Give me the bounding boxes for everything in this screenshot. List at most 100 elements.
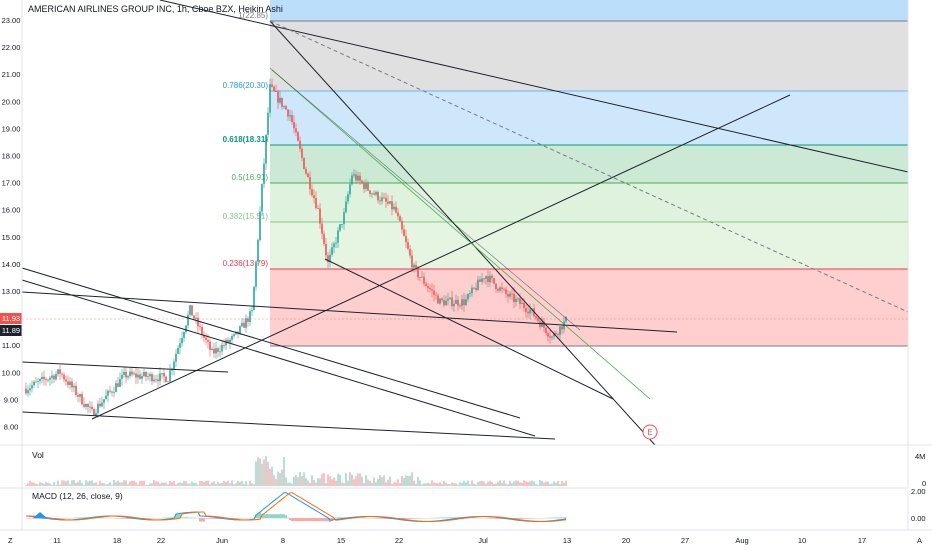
volume-bar	[87, 481, 89, 486]
volume-bar	[111, 484, 113, 486]
event-marker[interactable]: E	[642, 424, 658, 440]
trendline-long-top[interactable]	[159, 0, 909, 173]
trendline-horizontal-support[interactable]	[21, 291, 678, 333]
macd-histogram-bar	[385, 518, 387, 519]
candle-body	[209, 341, 211, 350]
candle-body	[37, 381, 39, 382]
trendlines[interactable]	[21, 0, 909, 446]
candle-body	[233, 334, 235, 337]
time-axis-corner-right[interactable]: A	[917, 536, 922, 545]
candle-body	[293, 121, 295, 129]
macd-histogram-bar	[447, 517, 449, 519]
candle-body	[241, 322, 243, 327]
candle-body	[387, 201, 389, 204]
candle-body	[167, 381, 169, 383]
volume-bar	[481, 481, 483, 486]
volume-bar	[363, 483, 365, 486]
macd-plot[interactable]	[25, 492, 567, 523]
macd-histogram-bar	[441, 517, 443, 519]
macd-histogram-bar	[477, 517, 479, 519]
volume-bar	[31, 482, 33, 486]
volume-bar	[179, 482, 181, 486]
macd-histogram-bar	[531, 518, 533, 519]
candle-body	[265, 134, 267, 164]
volume-bar	[95, 482, 97, 486]
fib-retracement[interactable]: 1(22.85) 0.786(20.30) 0.618(18.31) 0.5(1…	[223, 0, 908, 347]
fib-label-05: 0.5(16.91)	[232, 173, 269, 182]
macd-histogram-bar	[415, 518, 417, 519]
candle-body	[229, 339, 231, 343]
candle-body	[279, 97, 281, 103]
candle-body	[337, 230, 339, 243]
candle-body	[247, 318, 249, 322]
candle-body	[103, 399, 105, 403]
volume-bar	[347, 480, 349, 486]
macd-histogram-bar	[99, 517, 101, 519]
macd-histogram-bar	[527, 518, 529, 519]
candle-body	[269, 84, 271, 113]
volume-bar	[165, 482, 167, 486]
candle-body	[45, 379, 47, 381]
candle-body	[47, 379, 49, 381]
macd-histogram-bar	[165, 517, 167, 519]
candle-body	[253, 286, 255, 311]
candle-body	[219, 351, 221, 353]
candle-body	[155, 379, 157, 381]
candle-body	[469, 293, 471, 295]
candle-body	[191, 305, 193, 316]
trendline-left-a[interactable]	[21, 267, 521, 419]
volume-bars[interactable]	[25, 456, 567, 486]
candle-body	[277, 91, 279, 103]
macd-histogram-bar	[269, 514, 271, 519]
candle-body	[217, 348, 219, 352]
trendline-dashed[interactable]	[269, 20, 909, 313]
candle-body	[541, 321, 543, 327]
volume-bar	[297, 477, 299, 486]
macd-histogram-bar	[547, 517, 549, 519]
fib-zone-0236-0	[270, 269, 908, 346]
trendline-lower-channel[interactable]	[324, 258, 614, 400]
trendline-left-b[interactable]	[21, 279, 536, 437]
trendline-steep-fall[interactable]	[269, 20, 656, 446]
candle-body	[435, 294, 437, 296]
macd-histogram-bar	[199, 518, 201, 522]
candle-body	[93, 409, 95, 416]
time-axis-label: Jul	[478, 536, 488, 545]
volume-bar	[81, 483, 83, 486]
candle-body	[239, 326, 241, 334]
volume-bar	[431, 480, 433, 486]
candle-body	[525, 307, 527, 312]
candle-body	[451, 297, 453, 307]
candle-body	[455, 299, 457, 304]
price-tick-label: 21.00	[2, 70, 21, 79]
macd-histogram-bar	[183, 517, 185, 519]
trendline-rising[interactable]	[91, 94, 791, 420]
event-marker-circle[interactable]	[642, 424, 658, 440]
candle-body	[53, 375, 55, 380]
trendline-upper-channel[interactable]	[269, 67, 651, 400]
volume-bar	[325, 483, 327, 486]
volume-bar	[353, 479, 355, 486]
volume-bar	[545, 481, 547, 486]
price-axis[interactable]	[0, 0, 22, 445]
trendline-bottom[interactable]	[21, 411, 556, 440]
trendline-flat[interactable]	[21, 361, 229, 373]
candle-body	[473, 287, 475, 289]
volume-bar	[101, 483, 103, 486]
candle-body	[405, 236, 407, 243]
time-axis-corner-left[interactable]: Z	[8, 536, 13, 545]
macd-histogram-bar	[119, 518, 121, 519]
macd-histogram-bar	[443, 517, 445, 519]
volume-bar	[135, 482, 137, 486]
volume-bar	[115, 482, 117, 486]
candle-body	[213, 348, 215, 354]
volume-bar	[233, 484, 235, 486]
volume-bar	[131, 480, 133, 486]
volume-bar	[553, 481, 555, 486]
time-axis[interactable]: 11 18 22 Jun 8 15 22 Jul 13 20 27 Aug 10 17	[53, 536, 866, 545]
candle-body	[201, 326, 203, 336]
volume-bar	[61, 480, 63, 486]
trendline-upper-channel-dark[interactable]	[271, 69, 581, 331]
candle-body	[119, 378, 121, 387]
